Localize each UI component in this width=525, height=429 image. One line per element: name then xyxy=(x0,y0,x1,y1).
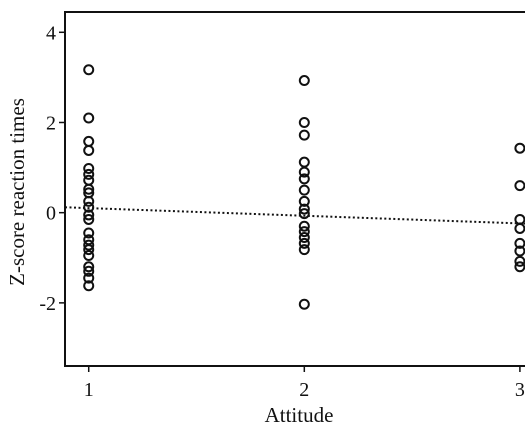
data-point xyxy=(298,195,310,207)
fit-line xyxy=(64,206,525,225)
data-point xyxy=(83,144,95,156)
data-point xyxy=(298,116,310,128)
data-point xyxy=(514,237,525,249)
data-point xyxy=(514,142,525,154)
y-axis-label: Z-score reaction times xyxy=(5,98,29,286)
y-tick-label: 0 xyxy=(46,203,56,225)
data-point xyxy=(83,64,95,76)
data-point xyxy=(298,203,310,215)
y-tick-label: -2 xyxy=(39,293,56,315)
data-point xyxy=(83,201,95,213)
y-tick-label: 2 xyxy=(46,112,56,134)
data-point xyxy=(83,174,95,186)
data-point xyxy=(298,208,310,220)
data-point xyxy=(298,237,310,249)
data-point xyxy=(83,183,95,195)
data-point xyxy=(83,209,95,221)
x-tick-label: 3 xyxy=(515,379,525,401)
data-point xyxy=(83,213,95,225)
data-point xyxy=(83,168,95,180)
x-axis-label: Attitude xyxy=(265,403,334,427)
data-point xyxy=(83,261,95,273)
data-point xyxy=(514,255,525,267)
data-point xyxy=(514,222,525,234)
data-point xyxy=(83,244,95,256)
data-point xyxy=(298,75,310,87)
data-point xyxy=(514,261,525,273)
data-point xyxy=(298,166,310,178)
data-point xyxy=(83,135,95,147)
data-point xyxy=(83,162,95,174)
plot-frame xyxy=(64,11,525,367)
data-point xyxy=(298,231,310,243)
data-point xyxy=(83,112,95,124)
data-points xyxy=(83,64,525,310)
data-point xyxy=(298,298,310,310)
data-point xyxy=(298,184,310,196)
data-point xyxy=(298,156,310,168)
data-point xyxy=(83,265,95,277)
data-point xyxy=(514,180,525,192)
data-point xyxy=(298,129,310,141)
axis-ticks: -2 0 2 4 1 2 3 xyxy=(39,22,525,401)
y-tick-label: 4 xyxy=(46,22,56,44)
x-tick-label: 2 xyxy=(299,379,309,401)
data-point xyxy=(298,220,310,232)
data-point xyxy=(514,245,525,257)
data-point xyxy=(83,272,95,284)
data-point xyxy=(83,280,95,292)
data-point xyxy=(83,250,95,262)
data-point xyxy=(83,227,95,239)
data-point xyxy=(83,239,95,251)
data-point xyxy=(83,195,95,207)
data-point xyxy=(298,173,310,185)
data-point xyxy=(298,226,310,238)
data-point xyxy=(298,244,310,256)
x-tick-label: 1 xyxy=(84,379,94,401)
